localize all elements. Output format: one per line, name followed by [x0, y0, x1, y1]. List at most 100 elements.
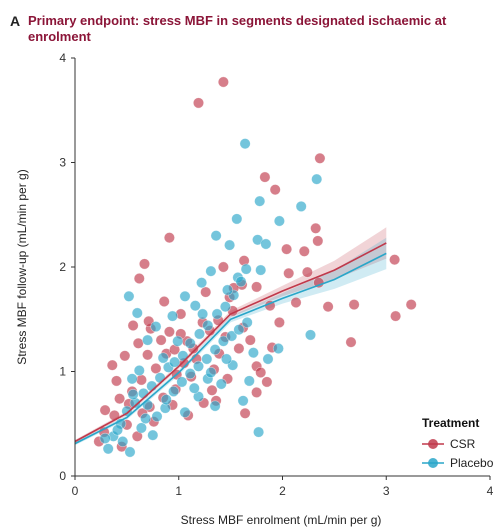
data-point-placebo — [221, 353, 233, 365]
fit-line-placebo — [74, 252, 387, 445]
data-point-placebo — [179, 406, 191, 418]
data-point-csr — [142, 349, 154, 361]
data-point-placebo — [205, 265, 217, 277]
data-point-placebo — [160, 394, 172, 406]
data-point-placebo — [99, 432, 111, 444]
fit-lines — [74, 242, 387, 445]
data-point-placebo — [184, 337, 196, 349]
data-point-csr — [273, 316, 285, 328]
data-point-placebo — [176, 376, 188, 388]
data-point-csr — [255, 366, 267, 378]
data-point-placebo — [295, 200, 307, 212]
data-point-csr — [390, 310, 402, 322]
data-point-placebo — [126, 373, 138, 385]
data-point-placebo — [311, 173, 323, 185]
data-point-csr — [150, 362, 162, 374]
data-points — [93, 76, 417, 458]
data-point-csr — [301, 266, 313, 278]
data-point-placebo — [197, 308, 209, 320]
data-point-csr — [158, 295, 170, 307]
data-point-csr — [114, 393, 126, 405]
data-point-csr — [139, 258, 151, 270]
data-point-csr — [163, 326, 175, 338]
data-point-placebo — [147, 429, 159, 441]
data-point-csr — [135, 374, 147, 386]
data-point-placebo — [240, 263, 252, 275]
data-point-placebo — [235, 276, 247, 288]
data-point-placebo — [219, 301, 231, 313]
y-tick-label: 0 — [59, 469, 66, 483]
axes: 0 1 2 3 4 0 1 2 3 4 — [59, 51, 493, 498]
data-point-placebo — [169, 356, 181, 368]
data-point-placebo — [150, 321, 162, 333]
data-point-csr — [348, 299, 360, 311]
data-point-csr — [261, 376, 273, 388]
data-point-placebo — [215, 378, 227, 390]
data-point-csr — [206, 384, 218, 396]
x-tick-label: 3 — [383, 484, 390, 498]
data-point-placebo — [142, 399, 154, 411]
data-point-placebo — [262, 353, 274, 365]
data-point-placebo — [196, 277, 208, 289]
data-point-placebo — [167, 310, 179, 322]
data-point-placebo — [189, 300, 201, 312]
data-point-csr — [405, 299, 417, 311]
x-tick-label: 4 — [487, 484, 494, 498]
data-point-placebo — [253, 426, 265, 438]
data-point-placebo — [123, 290, 135, 302]
data-point-placebo — [205, 366, 217, 378]
data-point-csr — [290, 296, 302, 308]
data-point-csr — [298, 245, 310, 257]
data-point-csr — [312, 235, 324, 247]
data-point-csr — [322, 301, 334, 313]
data-point-csr — [163, 232, 175, 244]
data-point-csr — [99, 404, 111, 416]
data-point-csr — [251, 281, 263, 293]
legend-marker-placebo — [428, 458, 438, 468]
data-point-placebo — [168, 385, 180, 397]
data-point-placebo — [194, 328, 206, 340]
data-point-csr — [217, 261, 229, 273]
panel-letter: A — [10, 13, 21, 29]
data-point-placebo — [210, 230, 222, 242]
data-point-placebo — [142, 334, 154, 346]
y-tick-label: 4 — [59, 51, 66, 65]
data-point-placebo — [124, 446, 136, 458]
data-point-csr — [106, 359, 118, 371]
data-point-placebo — [184, 368, 196, 380]
data-point-placebo — [217, 335, 229, 347]
x-tick-label: 2 — [279, 484, 286, 498]
x-axis-label: Stress MBF enrolment (mL/min per g) — [181, 513, 382, 527]
x-tick-label: 1 — [175, 484, 182, 498]
data-point-placebo — [260, 238, 272, 250]
data-point-csr — [133, 272, 145, 284]
data-point-placebo — [247, 347, 259, 359]
data-point-placebo — [211, 308, 223, 320]
data-point-placebo — [231, 213, 243, 225]
data-point-csr — [389, 254, 401, 266]
data-point-placebo — [209, 344, 221, 356]
data-point-placebo — [304, 329, 316, 341]
chart-title: Primary endpoint: stress MBF in segments… — [28, 13, 447, 28]
data-point-csr — [111, 375, 123, 387]
data-point-csr — [119, 350, 131, 362]
data-point-placebo — [243, 375, 255, 387]
data-point-placebo — [239, 138, 251, 150]
data-point-csr — [281, 243, 293, 255]
data-point-placebo — [188, 382, 200, 394]
data-point-placebo — [154, 372, 166, 384]
data-point-placebo — [209, 400, 221, 412]
data-point-placebo — [254, 195, 266, 207]
data-point-placebo — [222, 284, 234, 296]
legend-label-csr: CSR — [450, 437, 476, 451]
data-point-csr — [155, 334, 167, 346]
legend-label-placebo: Placebo — [450, 456, 494, 470]
data-point-placebo — [151, 410, 163, 422]
legend: Treatment CSR Placebo — [422, 416, 494, 470]
data-point-csr — [239, 407, 251, 419]
data-point-placebo — [102, 443, 114, 455]
data-point-csr — [259, 171, 271, 183]
x-tick-label: 0 — [72, 484, 79, 498]
ci-band-placebo — [75, 237, 387, 446]
